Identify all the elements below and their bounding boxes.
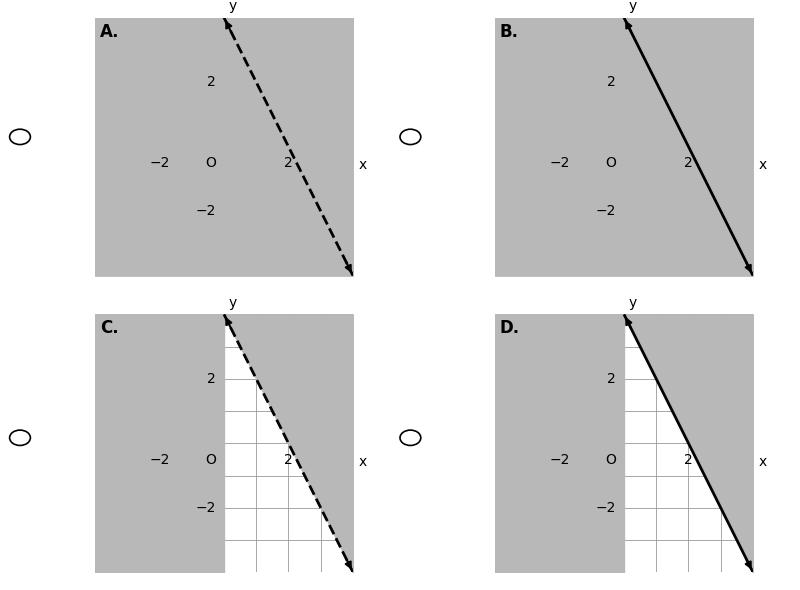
Text: 2: 2	[684, 156, 693, 171]
Text: −2: −2	[150, 156, 170, 171]
Text: 2: 2	[607, 75, 616, 89]
Text: D.: D.	[500, 319, 520, 337]
Text: x: x	[758, 455, 766, 468]
Text: B.: B.	[500, 22, 519, 41]
Text: C.: C.	[100, 319, 118, 337]
Text: −2: −2	[550, 453, 570, 467]
Text: 2: 2	[607, 372, 616, 386]
Text: x: x	[758, 158, 766, 172]
Text: y: y	[629, 296, 637, 310]
Text: O: O	[205, 156, 216, 171]
Text: 2: 2	[684, 453, 693, 467]
Text: x: x	[358, 158, 366, 172]
Text: 2: 2	[207, 75, 216, 89]
Text: 2: 2	[284, 453, 293, 467]
Text: y: y	[229, 0, 237, 14]
Text: −2: −2	[150, 453, 170, 467]
Text: 2: 2	[207, 372, 216, 386]
Text: A.: A.	[100, 22, 119, 41]
Text: −2: −2	[195, 501, 216, 515]
Text: −2: −2	[550, 156, 570, 171]
Text: −2: −2	[195, 204, 216, 218]
Text: −2: −2	[595, 204, 616, 218]
Text: O: O	[605, 453, 616, 467]
Text: x: x	[358, 455, 366, 468]
Text: y: y	[229, 296, 237, 310]
Text: O: O	[205, 453, 216, 467]
Text: −2: −2	[595, 501, 616, 515]
Text: y: y	[629, 0, 637, 14]
Text: O: O	[605, 156, 616, 171]
Text: 2: 2	[284, 156, 293, 171]
